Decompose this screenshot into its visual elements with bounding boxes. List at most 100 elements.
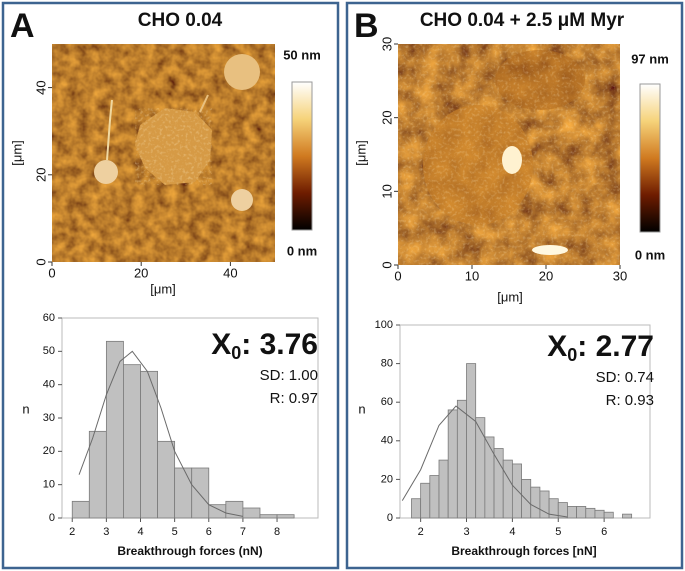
x-tick-label: 3 [103, 526, 109, 538]
x-tick-label: 5 [172, 526, 178, 538]
bar [594, 509, 605, 519]
panel-label: A [10, 7, 35, 45]
bar [174, 467, 193, 519]
bar [475, 417, 486, 519]
bar [456, 399, 467, 519]
y-tick-label: 30 [43, 412, 55, 424]
fit-curve [401, 405, 568, 518]
panel-border [345, 1, 684, 570]
bar [276, 514, 295, 519]
x-axis-label: [μm] [497, 289, 523, 304]
bar [411, 498, 422, 519]
x-tick-label: 4 [137, 526, 143, 538]
x-tick-label: 30 [613, 268, 627, 283]
y-tick-label: 80 [381, 358, 393, 370]
y-axis-label: n [358, 401, 365, 416]
x0-symbol: X [211, 328, 231, 361]
fit-curve [78, 350, 244, 517]
x-tick-label: 3 [463, 526, 469, 538]
bar [242, 507, 261, 519]
y-tick-label: 40 [33, 80, 48, 94]
bar [105, 340, 124, 519]
bar [466, 363, 477, 519]
colorbar [639, 83, 661, 233]
y-tick-label: 20 [379, 110, 394, 124]
stat-line: SD: 0.74 [596, 369, 654, 386]
bar [157, 440, 176, 519]
x-tick-label: 2 [418, 526, 424, 538]
x0-symbol: X [547, 330, 567, 363]
y-tick-label: 30 [379, 37, 394, 51]
x-axis-label: Breakthrough forces [nN] [451, 544, 596, 558]
x-tick-label: 5 [555, 526, 561, 538]
y-tick-label: 60 [43, 312, 55, 324]
x0-value: : 3.76 [241, 328, 318, 361]
panel-label: B [354, 7, 379, 45]
y-axis-label: [μm] [353, 140, 368, 166]
x0-stat: X0: 3.76 [211, 328, 318, 363]
colorbar-label: 50 nm [283, 47, 321, 62]
x-axis-label: Breakthrough forces (nN) [117, 544, 262, 558]
bar [622, 513, 633, 519]
y-tick-label: 0 [379, 261, 394, 268]
x-tick-label: 40 [223, 265, 237, 280]
bar [191, 467, 210, 519]
y-tick-label: 60 [381, 396, 393, 408]
y-axis-label: [μm] [9, 140, 24, 166]
afm-image [398, 44, 620, 265]
bar [438, 459, 449, 519]
x0-subscript: 0 [231, 343, 241, 363]
colorbar [291, 81, 313, 231]
y-tick-label: 20 [33, 168, 48, 182]
stat-line: SD: 1.00 [260, 367, 318, 384]
y-tick-label: 0 [33, 258, 48, 265]
bar [567, 506, 578, 519]
bar [521, 478, 532, 519]
bar [447, 409, 458, 519]
bar [493, 448, 504, 519]
image-title: CHO 0.04 + 2.5 μM Myr [420, 10, 625, 31]
bar [420, 482, 431, 519]
afm-image [52, 44, 275, 262]
y-tick-label: 20 [43, 445, 55, 457]
y-tick-label: 40 [381, 435, 393, 447]
x0-stat: X0: 2.77 [547, 330, 654, 365]
y-tick-label: 10 [43, 479, 55, 491]
x-tick-label: 8 [274, 526, 280, 538]
bar [71, 500, 90, 519]
x-tick-label: 10 [465, 268, 479, 283]
bar [123, 364, 141, 519]
x-axis-label: [μm] [150, 281, 176, 296]
x-tick-label: 0 [48, 265, 55, 280]
bar [585, 507, 596, 519]
y-tick-label: 0 [49, 512, 55, 524]
x-tick-label: 4 [509, 526, 515, 538]
x-tick-label: 7 [240, 526, 246, 538]
bar [511, 463, 522, 519]
stat-line: R: 0.97 [270, 390, 318, 407]
x-tick-label: 20 [134, 265, 148, 280]
bar [484, 436, 495, 519]
bar [530, 486, 541, 519]
image-title: CHO 0.04 [138, 10, 223, 31]
x-tick-label: 6 [206, 526, 212, 538]
bar [603, 511, 614, 519]
bar [88, 430, 107, 519]
colorbar-label: 97 nm [631, 51, 669, 66]
bar [502, 459, 513, 519]
x-tick-label: 6 [601, 526, 607, 538]
y-axis-label: n [22, 401, 29, 416]
bar [259, 514, 278, 519]
bar [429, 475, 440, 519]
y-tick-label: 10 [379, 184, 394, 198]
x-tick-label: 2 [69, 526, 75, 538]
colorbar-label: 0 nm [287, 243, 317, 258]
colorbar-label: 0 nm [635, 247, 665, 262]
stat-line: R: 0.93 [606, 392, 654, 409]
x-tick-label: 0 [394, 268, 401, 283]
bar [576, 506, 587, 519]
x0-value: : 2.77 [577, 330, 654, 363]
y-tick-label: 20 [381, 473, 393, 485]
y-tick-label: 50 [43, 345, 55, 357]
